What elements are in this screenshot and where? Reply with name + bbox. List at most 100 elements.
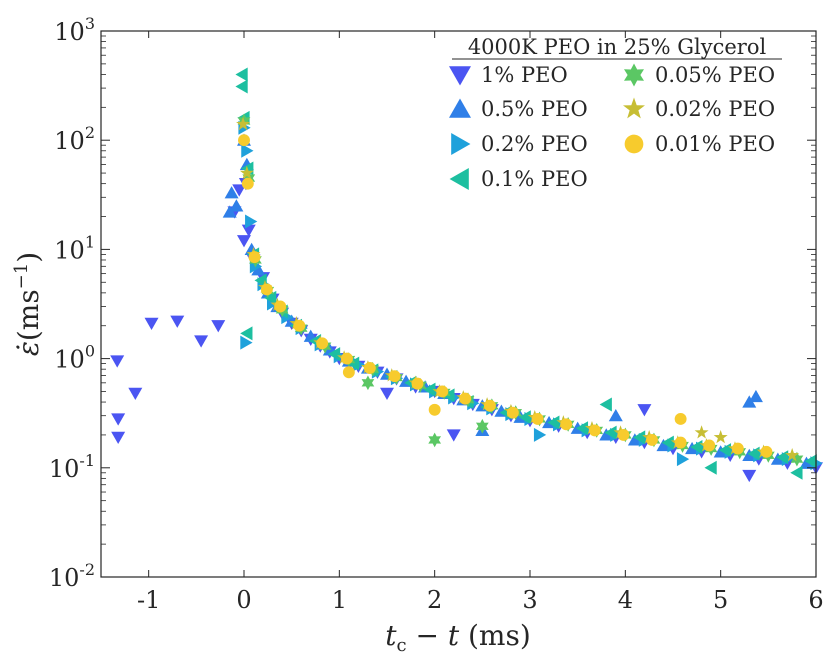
data-point-triangle-left bbox=[240, 326, 253, 341]
data-point-triangle-down bbox=[111, 431, 126, 445]
data-point-triangle-down bbox=[144, 317, 159, 331]
data-point-triangle-down bbox=[637, 404, 652, 417]
data-point-triangle-up bbox=[224, 186, 239, 199]
x-tick-label: -1 bbox=[137, 586, 160, 614]
legend-marker-triangle-up bbox=[449, 98, 471, 118]
data-point-triangle-right bbox=[533, 427, 547, 442]
data-point-circle bbox=[316, 337, 329, 350]
data-point-circle bbox=[260, 283, 273, 296]
data-point-triangle-up bbox=[222, 205, 237, 218]
data-point-triangle-up bbox=[748, 389, 763, 403]
data-point-circle bbox=[703, 439, 716, 452]
data-point-triangle-left bbox=[775, 450, 789, 465]
data-point-triangle-up bbox=[713, 445, 728, 458]
legend-entry-label: 0.05% PEO bbox=[655, 63, 775, 87]
data-point-triangle-left bbox=[599, 397, 612, 412]
data-point-star bbox=[239, 165, 254, 180]
data-point-triangle-up bbox=[770, 452, 785, 465]
x-tick-label: 0 bbox=[236, 586, 251, 614]
data-point-triangle-up bbox=[742, 448, 757, 461]
data-point-triangle-down bbox=[742, 469, 757, 483]
data-point-circle bbox=[238, 134, 250, 147]
data-point-triangle-left bbox=[575, 421, 589, 436]
data-point-circle bbox=[293, 319, 306, 332]
data-point-triangle-down bbox=[446, 429, 461, 442]
legend-entry-label: 0.2% PEO bbox=[481, 132, 588, 156]
data-point-triangle-left bbox=[632, 430, 646, 445]
data-point-circle bbox=[731, 442, 744, 455]
data-point-triangle-left bbox=[264, 290, 277, 305]
y-tick-label: 101 bbox=[54, 232, 95, 264]
plot-frame bbox=[100, 30, 817, 578]
data-point-circle bbox=[341, 352, 353, 365]
data-point-triangle-up bbox=[799, 456, 814, 469]
data-point-triangle-left bbox=[804, 454, 817, 469]
data-point-triangle-left bbox=[235, 67, 248, 82]
legend-marker-triangle-left bbox=[449, 168, 469, 190]
legend-marker-circle bbox=[624, 134, 644, 154]
data-point-circle bbox=[459, 392, 472, 405]
data-point-hexagram bbox=[361, 375, 375, 391]
data-point-triangle-up bbox=[229, 199, 244, 212]
data-point-triangle-left bbox=[747, 446, 760, 461]
data-point-circle bbox=[760, 445, 773, 458]
data-point-circle bbox=[646, 433, 658, 446]
data-point-triangle-left bbox=[718, 443, 732, 458]
data-point-triangle-left bbox=[518, 410, 531, 425]
data-points bbox=[110, 67, 823, 483]
x-tick-label: 2 bbox=[427, 586, 442, 614]
x-tick-label: 5 bbox=[713, 586, 728, 614]
data-point-triangle-down bbox=[194, 335, 209, 348]
data-point-triangle-left bbox=[604, 425, 617, 440]
legend-entry-label: 0.01% PEO bbox=[655, 132, 775, 156]
legend-entry-label: 1% PEO bbox=[481, 63, 568, 87]
data-point-circle bbox=[674, 436, 687, 449]
data-point-circle bbox=[674, 413, 687, 425]
legend-marker-triangle-down bbox=[449, 66, 471, 86]
data-point-triangle-down bbox=[380, 387, 394, 401]
data-point-triangle-left bbox=[690, 440, 703, 455]
data-point-triangle-up bbox=[599, 428, 614, 441]
legend-marker-triangle-right bbox=[451, 133, 471, 155]
legend: 4000K PEO in 25% Glycerol 1% PEO 0.5% PEO… bbox=[449, 35, 782, 191]
x-tick-label: 3 bbox=[522, 586, 537, 614]
data-point-circle bbox=[363, 362, 376, 374]
data-point-circle bbox=[428, 403, 441, 416]
x-axis-label: tc − t (ms) bbox=[385, 619, 531, 656]
data-point-circle bbox=[617, 428, 630, 441]
data-point-circle bbox=[506, 406, 519, 419]
legend-entry-label: 0.02% PEO bbox=[655, 97, 775, 121]
x-tick-label: 4 bbox=[618, 586, 633, 614]
y-tick-label: 102 bbox=[54, 123, 95, 155]
data-point-triangle-down bbox=[110, 355, 125, 368]
legend-marker-star bbox=[623, 97, 645, 119]
legend-entry-label: 0.1% PEO bbox=[481, 167, 588, 191]
legend-marker-hexagram bbox=[624, 63, 644, 87]
data-point-circle bbox=[388, 370, 401, 383]
data-point-triangle-left bbox=[423, 382, 436, 397]
data-point-circle bbox=[531, 413, 544, 425]
data-point-triangle-down bbox=[211, 320, 226, 333]
data-point-circle bbox=[560, 418, 573, 431]
data-point-triangle-up bbox=[608, 409, 623, 422]
data-point-triangle-right bbox=[241, 143, 254, 158]
data-point-circle bbox=[248, 251, 261, 264]
data-point-triangle-left bbox=[704, 460, 717, 475]
legend-entry-label: 0.5% PEO bbox=[481, 97, 588, 121]
x-tick-label: 1 bbox=[332, 586, 347, 614]
data-point-triangle-right bbox=[676, 452, 690, 467]
data-point-circle bbox=[484, 399, 496, 412]
data-point-triangle-down bbox=[232, 184, 247, 197]
data-point-circle bbox=[241, 177, 254, 190]
data-point-triangle-up bbox=[251, 263, 266, 276]
data-point-hexagram bbox=[475, 418, 489, 434]
data-point-triangle-down bbox=[237, 235, 251, 248]
data-point-triangle-left bbox=[327, 347, 341, 362]
data-point-circle bbox=[411, 377, 424, 390]
axis-ticks: -1 0 1 2 3 4 5 6 10-2 10-1 100 101 102 103 bbox=[49, 14, 824, 614]
data-point-triangle-left bbox=[235, 79, 248, 94]
data-point-star bbox=[713, 430, 728, 444]
y-axis-label: ε̇(ms−1) bbox=[11, 252, 45, 356]
y-tick-label: 100 bbox=[54, 342, 95, 374]
